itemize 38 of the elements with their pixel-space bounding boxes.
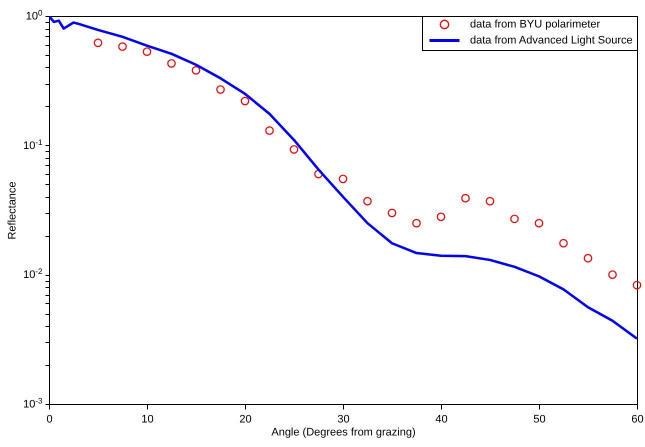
point	[486, 196, 494, 206]
point	[436, 212, 446, 222]
point	[94, 38, 102, 48]
line-series	[49, 16, 637, 340]
point	[584, 254, 592, 263]
x-tick-label: 10	[141, 414, 154, 426]
legend-label: data from BYU polarimeter	[470, 18, 601, 30]
point	[216, 85, 225, 94]
point	[388, 208, 396, 218]
y-tick-label: 10$^{-2}$	[23, 266, 44, 282]
point	[338, 174, 348, 184]
x-tick-label: 50	[533, 414, 546, 426]
y-tick-label: 10$^{-1}$	[23, 137, 44, 152]
legend-label: data from Advanced Light Source	[470, 34, 633, 46]
x-tick-label: 20	[239, 414, 252, 426]
y-axis-title: Reflectance	[6, 181, 18, 240]
x-tick-label: 0	[46, 414, 53, 426]
point	[142, 47, 152, 56]
point	[510, 214, 519, 224]
point	[559, 238, 568, 248]
point	[240, 96, 250, 106]
point	[265, 126, 274, 135]
point	[363, 196, 372, 206]
x-tick-label: 60	[631, 414, 644, 426]
point	[192, 66, 200, 75]
point	[608, 270, 617, 279]
point	[534, 218, 544, 228]
x-axis-title: Angle (Degrees from grazing)	[271, 426, 416, 438]
point	[461, 194, 470, 203]
point	[167, 59, 176, 68]
y-tick-label: 10$^{0}$	[26, 8, 44, 22]
point	[290, 145, 298, 154]
point	[118, 42, 127, 51]
point	[632, 280, 642, 290]
x-tick-label: 40	[435, 414, 448, 426]
point	[412, 218, 421, 228]
y-tick-label: 10$^{-3}$	[23, 396, 44, 410]
x-tick-label: 30	[337, 414, 350, 426]
